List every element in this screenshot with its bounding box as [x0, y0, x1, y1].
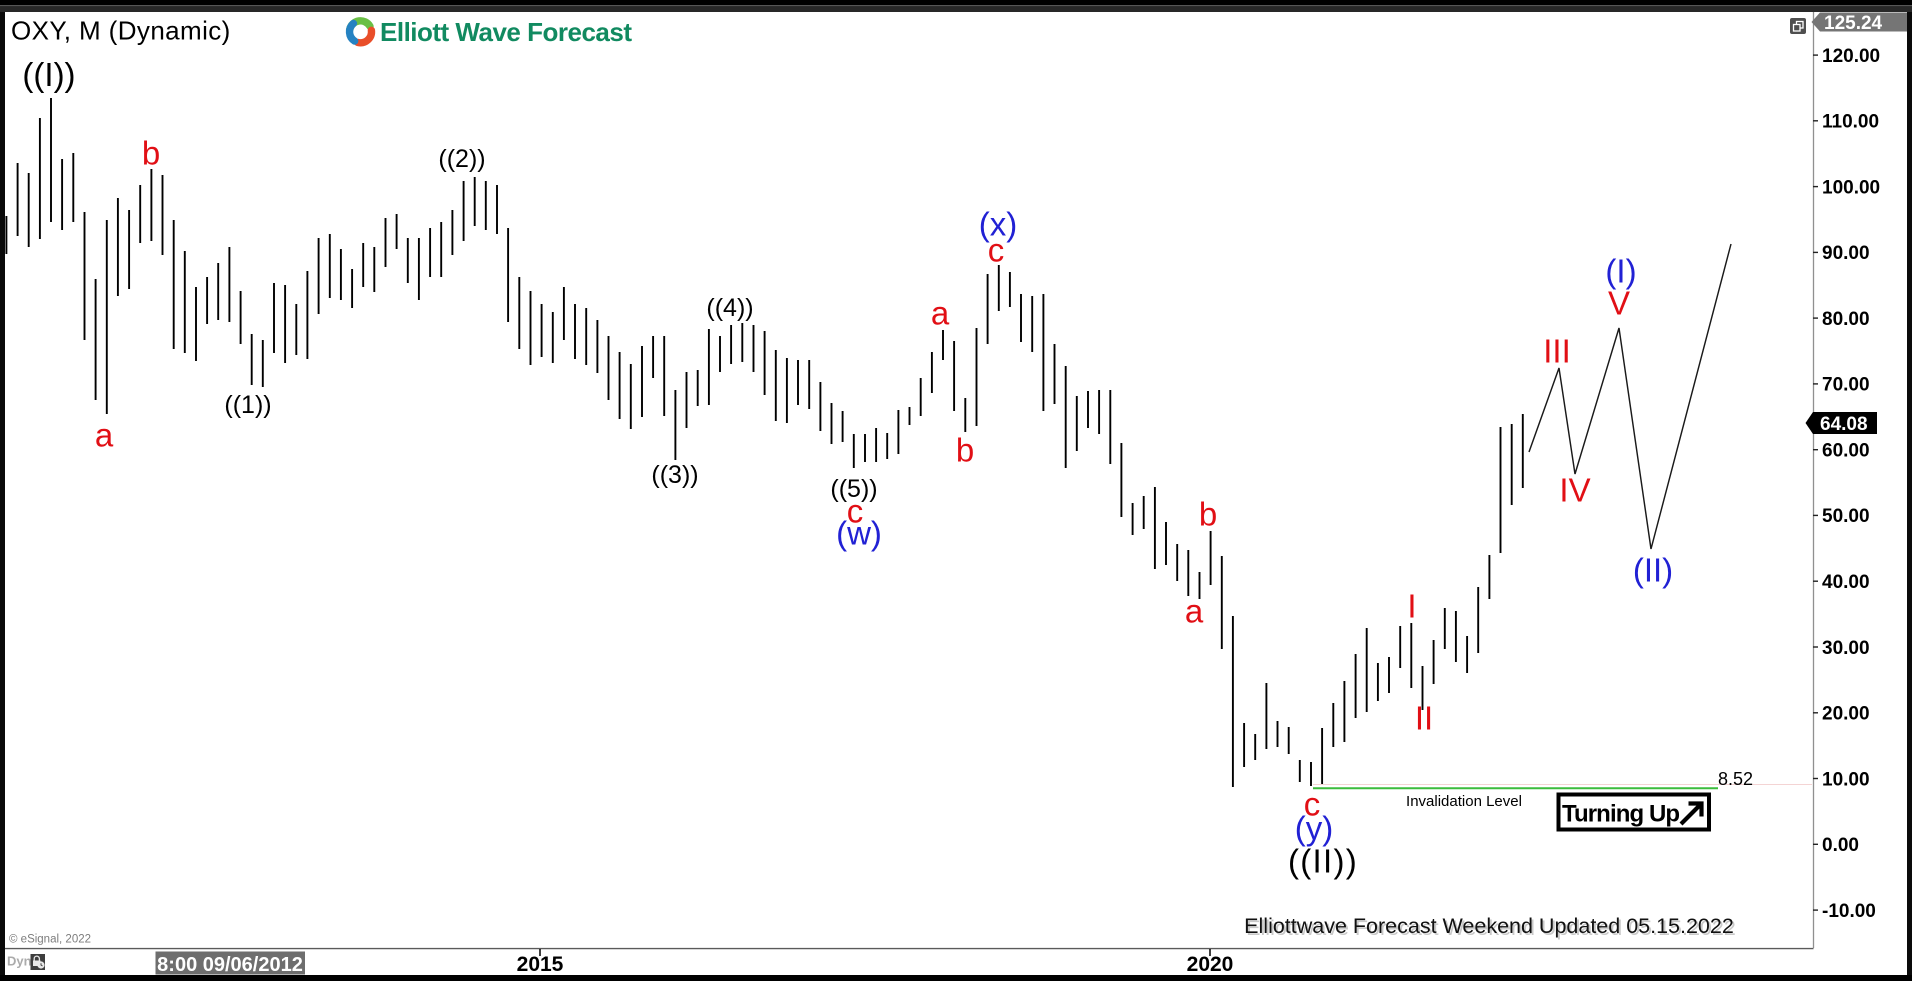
svg-text:8:00 09/06/2012: 8:00 09/06/2012 [157, 954, 303, 976]
svg-text:0.00: 0.00 [1822, 835, 1859, 856]
svg-text:Dyn: Dyn [7, 954, 32, 969]
svg-text:((2)): ((2)) [438, 145, 485, 173]
svg-text:V: V [1608, 285, 1630, 322]
svg-text:60.00: 60.00 [1822, 441, 1870, 462]
svg-text:IV: IV [1559, 472, 1590, 509]
svg-text:70.00: 70.00 [1822, 375, 1870, 396]
svg-text:50.00: 50.00 [1822, 506, 1870, 527]
svg-text:Elliottwave Forecast Weekend U: Elliottwave Forecast Weekend Updated 05.… [1246, 916, 1736, 940]
svg-text:80.00: 80.00 [1822, 309, 1870, 330]
svg-text:2015: 2015 [517, 953, 564, 976]
svg-text:-10.00: -10.00 [1822, 901, 1876, 922]
svg-text:III: III [1543, 333, 1571, 370]
svg-text:8.52: 8.52 [1718, 769, 1753, 789]
svg-text:(y): (y) [1295, 810, 1333, 847]
svg-text:20.00: 20.00 [1822, 704, 1870, 725]
svg-text:a: a [95, 417, 114, 454]
svg-text:I: I [1407, 588, 1416, 625]
svg-text:Invalidation Level: Invalidation Level [1406, 793, 1522, 810]
svg-text:c: c [1304, 786, 1321, 823]
svg-text:Elliottwave Forecast Weekend U: Elliottwave Forecast Weekend Updated 05.… [1244, 914, 1734, 938]
svg-text:c: c [988, 232, 1005, 269]
svg-text:b: b [142, 135, 160, 172]
svg-text:110.00: 110.00 [1822, 112, 1879, 133]
svg-text:Elliott Wave Forecast: Elliott Wave Forecast [380, 17, 632, 47]
svg-text:(w): (w) [836, 515, 882, 552]
svg-text:© eSignal, 2022: © eSignal, 2022 [9, 934, 91, 946]
svg-text:100.00: 100.00 [1822, 177, 1880, 198]
svg-text:II: II [1415, 700, 1433, 737]
svg-text:30.00: 30.00 [1822, 638, 1870, 659]
svg-text:a: a [1185, 593, 1204, 630]
svg-text:(II): (II) [1633, 552, 1673, 589]
svg-text:64.08: 64.08 [1820, 414, 1868, 435]
svg-text:125.24: 125.24 [1824, 13, 1883, 34]
svg-text:90.00: 90.00 [1822, 243, 1870, 264]
svg-text:120.00: 120.00 [1822, 46, 1880, 67]
svg-text:((4)): ((4)) [706, 294, 753, 322]
svg-text:2020: 2020 [1187, 953, 1234, 976]
svg-text:((1)): ((1)) [224, 391, 271, 419]
svg-text:a: a [931, 295, 950, 332]
svg-text:Turning Up: Turning Up [1562, 801, 1679, 828]
svg-text:((5)): ((5)) [830, 475, 877, 503]
svg-text:(I): (I) [1605, 253, 1636, 290]
svg-text:((II)): ((II)) [1288, 843, 1358, 880]
svg-text:(x): (x) [979, 206, 1017, 243]
svg-text:10.00: 10.00 [1822, 769, 1870, 790]
svg-text:40.00: 40.00 [1822, 572, 1870, 593]
svg-text:OXY, M (Dynamic): OXY, M (Dynamic) [11, 16, 231, 46]
svg-text:((I)): ((I)) [22, 56, 75, 93]
svg-text:((3)): ((3)) [651, 461, 698, 489]
svg-text:b: b [956, 432, 974, 469]
svg-text:b: b [1199, 496, 1217, 533]
svg-text:c: c [847, 493, 864, 530]
